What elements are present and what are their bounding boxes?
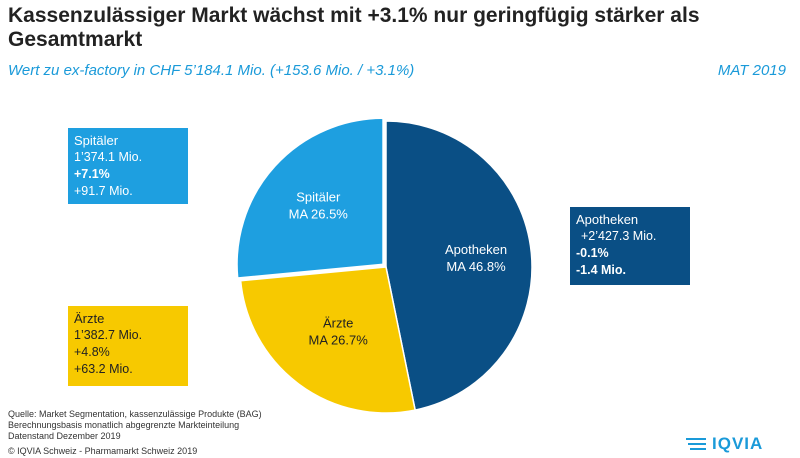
callout-aerzte: Ärzte 1’382.7 Mio. +4.8% +63.2 Mio. — [68, 306, 188, 386]
callout-apotheken: Apotheken +2’427.3 Mio. -0.1% -1.4 Mio. — [570, 207, 690, 285]
page-title: Kassenzulässiger Markt wächst mit +3.1% … — [8, 4, 700, 51]
callout-spitaeler-pct: +7.1% — [74, 167, 110, 181]
footer-date: Datenstand Dezember 2019 — [8, 431, 121, 441]
logo-text: IQVIA — [712, 434, 764, 453]
callout-apotheken-value: +2’427.3 Mio. — [581, 229, 657, 243]
callout-apotheken-abs: -1.4 Mio. — [576, 263, 627, 277]
iqvia-logo: IQVIA — [686, 434, 786, 454]
callout-aerzte-value: 1’382.7 Mio. — [74, 328, 143, 342]
footer-source: Quelle: Market Segmentation, kassenzuläs… — [8, 409, 262, 419]
footer-copyright: © IQVIA Schweiz - Pharmamarkt Schweiz 20… — [8, 446, 198, 456]
pie-slice-apotheken — [385, 120, 533, 411]
callout-aerzte-pct: +4.8% — [74, 345, 110, 359]
pie-slice-spitaeler — [236, 117, 384, 279]
footer-basis: Berechnungsbasis monatlich abgegrenzte M… — [8, 420, 240, 430]
pie-label-apotheken: Apotheken MA 46.8% — [445, 242, 507, 274]
callout-apotheken-name: Apotheken — [576, 212, 639, 227]
period-label: MAT 2019 — [717, 62, 786, 79]
page-subtitle: Wert zu ex-factory in CHF 5’184.1 Mio. (… — [8, 62, 415, 79]
footer-notes: Quelle: Market Segmentation, kassenzuläs… — [8, 409, 262, 442]
callout-aerzte-abs: +63.2 Mio. — [74, 362, 133, 376]
pie-slice-aerzte — [239, 266, 417, 414]
logo-lines-icon — [686, 438, 706, 450]
callout-spitaeler-name: Spitäler — [74, 133, 119, 148]
callout-spitaeler: Spitäler 1’374.1 Mio. +7.1% +91.7 Mio. — [68, 128, 188, 204]
callout-apotheken-pct: -0.1% — [576, 246, 609, 260]
callout-spitaeler-value: 1’374.1 Mio. — [74, 150, 143, 164]
callout-aerzte-name: Ärzte — [74, 311, 105, 326]
pie-label-aerzte: Ärzte MA 26.7% — [309, 316, 369, 348]
pie-label-spitaeler: Spitäler MA 26.5% — [289, 189, 349, 221]
callout-spitaeler-abs: +91.7 Mio. — [74, 184, 133, 198]
